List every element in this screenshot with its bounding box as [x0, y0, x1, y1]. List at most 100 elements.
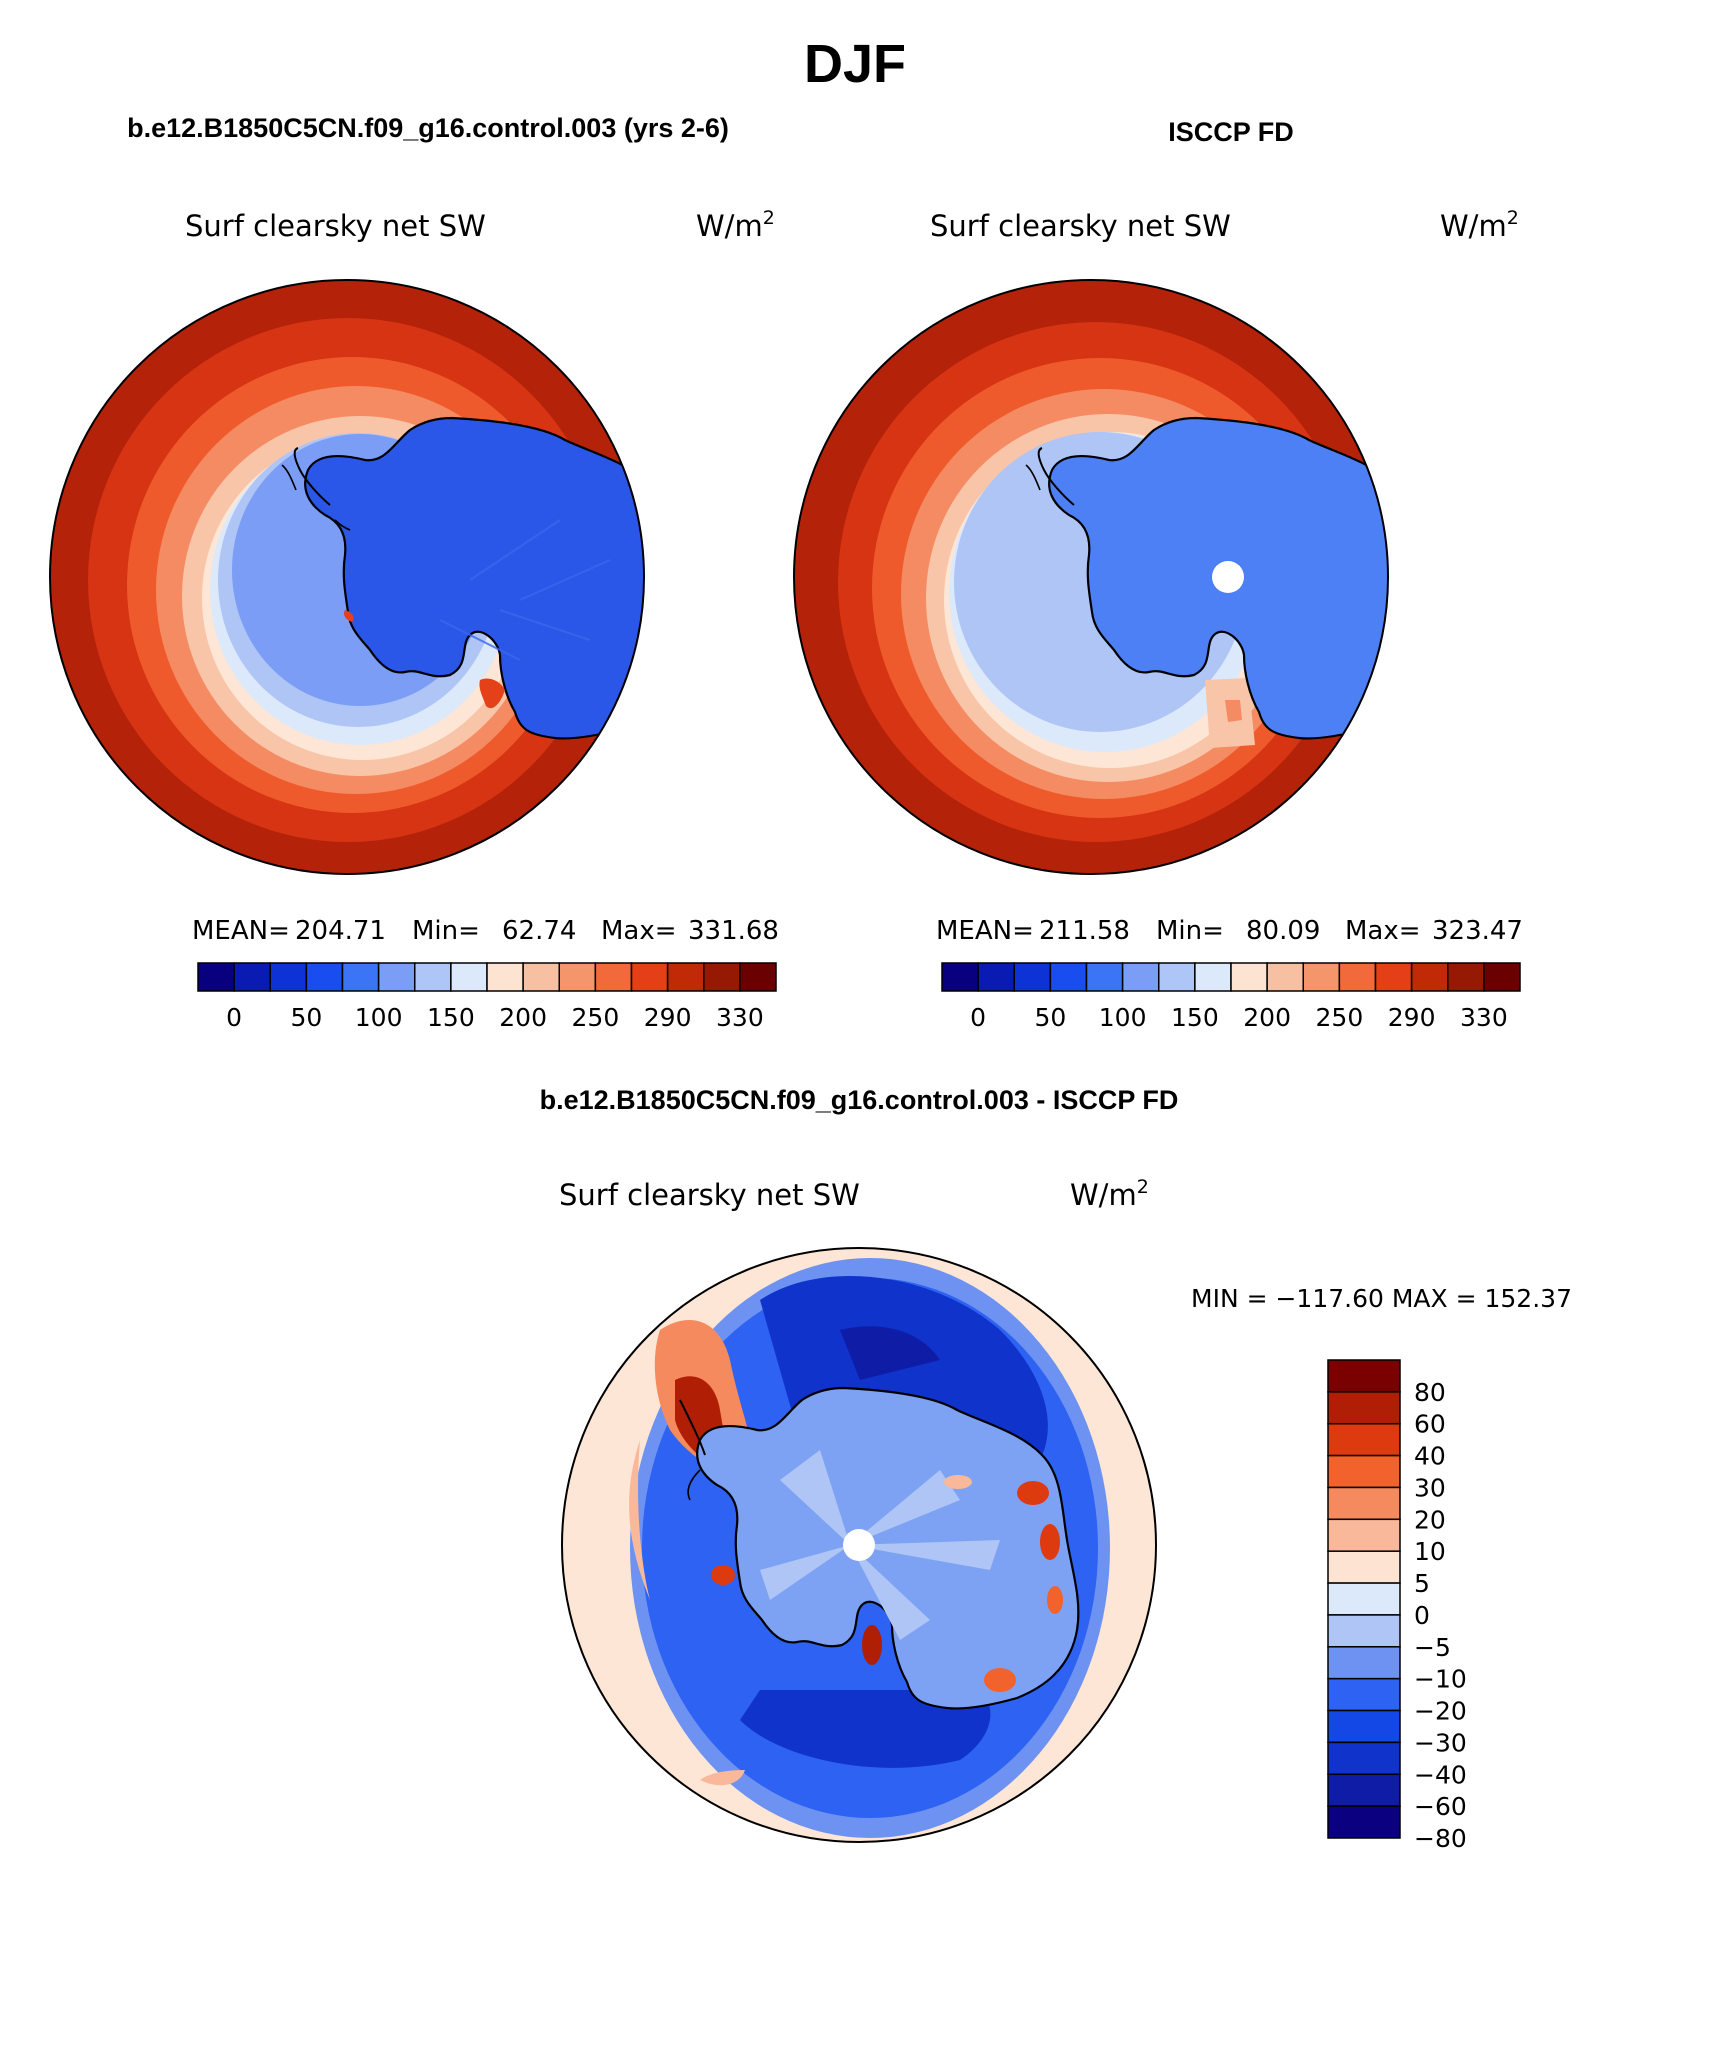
- panel-obs-stats: MEAN= 211.58 Min= 80.09 Max= 323.47: [936, 916, 1523, 946]
- colorbar-label: 10: [1414, 1537, 1446, 1566]
- colorbar-swatch: [233, 962, 271, 992]
- colorbar-label: 250: [572, 1003, 620, 1032]
- colorbar-label: −30: [1414, 1728, 1467, 1757]
- colorbar-label: 100: [1099, 1003, 1147, 1032]
- colorbar-swatch: [1158, 962, 1196, 992]
- colorbar-swatch: [594, 962, 633, 992]
- colorbar-label: 330: [716, 1003, 764, 1032]
- colorbar-swatch: [1013, 962, 1052, 992]
- colorbar-label: −10: [1414, 1665, 1467, 1694]
- panel-obs-colorbar: 0 50 100 150 200 250 290 330: [941, 962, 1521, 1032]
- colorbar-swatch: [1327, 1422, 1401, 1457]
- colorbar-label: 5: [1414, 1569, 1430, 1598]
- colorbar-label: 30: [1414, 1473, 1446, 1502]
- svg-text:Max=: Max=: [1345, 916, 1421, 946]
- colorbar-swatch: [1194, 962, 1232, 992]
- colorbar-swatch: [977, 962, 1015, 992]
- panel-obs-units: W/m2: [1440, 207, 1519, 243]
- colorbar-swatch: [1085, 962, 1124, 992]
- colorbar-swatch: [1327, 1391, 1401, 1425]
- stat-min: 62.74: [502, 916, 576, 946]
- colorbar-swatch: [522, 962, 560, 992]
- svg-text:MEAN=: MEAN=: [192, 916, 290, 946]
- colorbar-label: 0: [226, 1003, 242, 1032]
- panel-model-units: W/m2: [696, 207, 775, 243]
- colorbar-swatch: [1327, 1805, 1401, 1839]
- colorbar-swatch: [1327, 1741, 1401, 1776]
- panel-diff-minmax: MIN = −117.60 MAX = 152.37: [1191, 1284, 1572, 1313]
- colorbar-swatch: [1410, 962, 1449, 992]
- svg-text:MEAN=: MEAN=: [936, 916, 1034, 946]
- stat-max: 323.47: [1432, 916, 1523, 946]
- panel-model: b.e12.B1850C5CN.f09_g16.control.003 (yrs…: [49, 113, 779, 1032]
- colorbar-swatch: [1327, 1518, 1401, 1552]
- colorbar-label: −20: [1414, 1697, 1467, 1726]
- colorbar-swatch: [1327, 1677, 1401, 1712]
- colorbar-swatch: [1327, 1359, 1401, 1393]
- panel-model-heading: b.e12.B1850C5CN.f09_g16.control.003 (yrs…: [127, 113, 729, 143]
- panel-obs-map: [794, 280, 1388, 874]
- colorbar-swatch: [486, 962, 524, 992]
- colorbar-swatch: [1374, 962, 1413, 992]
- main-title: DJF: [804, 34, 906, 94]
- colorbar-swatch: [377, 962, 416, 992]
- colorbar-label: 50: [290, 1003, 322, 1032]
- colorbar-swatch: [1327, 1646, 1401, 1680]
- colorbar-label: 60: [1414, 1410, 1446, 1439]
- panel-obs-variable: Surf clearsky net SW: [930, 209, 1231, 243]
- colorbar-label: 330: [1460, 1003, 1508, 1032]
- colorbar-swatch: [414, 962, 452, 992]
- colorbar-swatch: [630, 962, 669, 992]
- colorbar-swatch: [1327, 1709, 1401, 1744]
- colorbar-swatch: [341, 962, 380, 992]
- stat-mean: 204.71: [295, 916, 386, 946]
- panel-obs-heading: ISCCP FD: [1168, 117, 1294, 147]
- colorbar-label: 0: [1414, 1601, 1430, 1630]
- colorbar-swatch: [450, 962, 488, 992]
- colorbar-label: 200: [499, 1003, 547, 1032]
- colorbar-swatch: [269, 962, 308, 992]
- panel-diff-map: [562, 1248, 1156, 1842]
- colorbar-swatch: [1327, 1773, 1401, 1807]
- colorbar-label: 20: [1414, 1505, 1446, 1534]
- colorbar-swatch: [941, 962, 979, 992]
- colorbar-swatch: [739, 962, 777, 992]
- colorbar-swatch: [197, 962, 235, 992]
- svg-text:Max=: Max=: [601, 916, 677, 946]
- colorbar-label: 100: [355, 1003, 403, 1032]
- colorbar-label: 40: [1414, 1442, 1446, 1471]
- panel-model-variable: Surf clearsky net SW: [185, 209, 486, 243]
- colorbar-swatch: [1327, 1454, 1401, 1489]
- stat-mean: 211.58: [1039, 916, 1130, 946]
- stat-min: 80.09: [1246, 916, 1320, 946]
- colorbar-swatch: [666, 962, 705, 992]
- colorbar-swatch: [1327, 1486, 1401, 1521]
- colorbar-swatch: [1327, 1582, 1401, 1616]
- colorbar-label: 200: [1243, 1003, 1291, 1032]
- colorbar-swatch: [1266, 962, 1304, 992]
- colorbar-label: −5: [1414, 1633, 1451, 1662]
- colorbar-swatch: [1327, 1614, 1401, 1648]
- colorbar-label: 290: [644, 1003, 692, 1032]
- colorbar-swatch: [1121, 962, 1160, 992]
- colorbar-swatch: [305, 962, 344, 992]
- colorbar-swatch: [1230, 962, 1268, 992]
- colorbar-label: 250: [1316, 1003, 1364, 1032]
- colorbar-label: 80: [1414, 1378, 1446, 1407]
- panel-model-map: [50, 280, 644, 874]
- colorbar-label: −80: [1414, 1824, 1467, 1853]
- colorbar-label: −60: [1414, 1792, 1467, 1821]
- colorbar-label: 50: [1034, 1003, 1066, 1032]
- panel-diff-units: W/m2: [1070, 1176, 1149, 1212]
- svg-text:Min=: Min=: [412, 916, 480, 946]
- colorbar-label: 0: [970, 1003, 986, 1032]
- colorbar-swatch: [703, 962, 741, 992]
- panel-model-colorbar: 0 50 100 150 200 250 290 330: [197, 962, 777, 1032]
- colorbar-swatch: [1049, 962, 1088, 992]
- panel-diff-heading: b.e12.B1850C5CN.f09_g16.control.003 - IS…: [540, 1085, 1179, 1115]
- panel-obs: ISCCP FD Surf clearsky net SW W/m2 MEAN=…: [793, 117, 1523, 1032]
- stat-max: 331.68: [688, 916, 779, 946]
- colorbar-swatch: [1483, 962, 1521, 992]
